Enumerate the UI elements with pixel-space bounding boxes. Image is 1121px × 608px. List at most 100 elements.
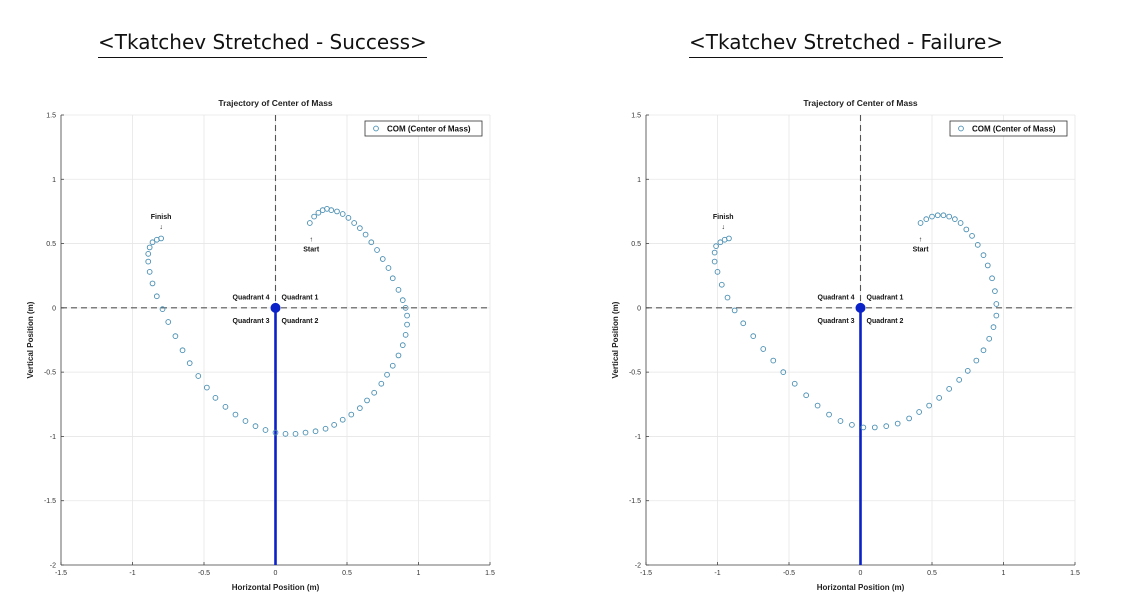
com-point	[849, 422, 855, 428]
y-tick-label: -0.5	[44, 370, 56, 377]
com-point	[940, 212, 947, 219]
com-point	[351, 220, 358, 226]
com-point	[328, 207, 335, 213]
y-tick-label: 1.5	[46, 113, 56, 120]
com-point	[357, 405, 363, 411]
chart-0: -1.5 -1 -0.5 0 0.5 1 1.5-2-1.5-1-0.500.511.5Tr…	[26, 98, 495, 592]
annotation-quadrant-3: Quadrant 3	[233, 318, 270, 325]
com-point	[986, 335, 993, 342]
arrow-down-icon: ↓	[159, 224, 163, 231]
x-axis-label: Horizontal Position (m)	[232, 583, 320, 592]
x-tick-label: 1.5	[485, 570, 495, 577]
y-axis-label: Vertical Position (m)	[26, 301, 35, 378]
com-point	[963, 226, 970, 233]
com-point	[395, 287, 402, 293]
com-point	[242, 418, 249, 424]
com-point	[814, 402, 821, 409]
annotation-quadrant-4: Quadrant 4	[233, 294, 270, 301]
annotation-finish: Finish	[151, 214, 172, 221]
arrow-down-icon: ↓	[721, 224, 725, 231]
annotation-quadrant-2: Quadrant 2	[867, 318, 904, 325]
com-point	[322, 425, 329, 432]
y-tick-label: 1.5	[631, 113, 641, 120]
com-point	[357, 225, 363, 231]
com-point	[252, 423, 259, 429]
com-point	[145, 258, 152, 265]
com-point	[936, 395, 943, 401]
com-point	[399, 342, 406, 348]
com-point	[334, 208, 340, 215]
com-point	[969, 233, 975, 239]
com-point	[395, 352, 402, 359]
com-point	[916, 409, 922, 415]
com-point	[993, 312, 1000, 319]
chart-title: Trajectory of Center of Mass	[803, 98, 918, 108]
com-point	[711, 249, 718, 256]
com-point	[232, 411, 239, 418]
com-point	[984, 262, 991, 269]
com-point	[362, 231, 369, 238]
com-point	[371, 389, 378, 396]
com-point	[791, 380, 798, 387]
com-point	[974, 242, 981, 248]
y-tick-label: 1	[637, 177, 641, 184]
com-point	[980, 252, 987, 258]
com-point	[146, 269, 153, 275]
x-axis-label: Horizontal Position (m)	[817, 583, 905, 592]
com-point	[837, 418, 844, 424]
annotation-quadrant-4: Quadrant 4	[818, 294, 855, 301]
com-point	[292, 431, 299, 437]
com-point	[179, 347, 186, 354]
com-point	[956, 377, 963, 383]
annotation-start: Start	[303, 247, 320, 254]
y-tick-label: 0	[52, 305, 56, 312]
y-tick-label: -2	[50, 563, 56, 570]
com-point	[726, 235, 732, 242]
annotation-quadrant-2: Quadrant 2	[282, 318, 319, 325]
com-point	[718, 281, 725, 288]
com-point	[923, 216, 930, 222]
com-point	[713, 243, 719, 249]
com-point	[311, 213, 317, 220]
com-point	[952, 216, 958, 222]
com-point	[149, 239, 156, 246]
x-tick-label: 0.5	[342, 570, 352, 577]
x-tick-label: -1	[129, 570, 135, 577]
legend-box	[949, 120, 1068, 137]
com-point	[906, 415, 912, 422]
com-point	[222, 404, 229, 410]
com-point	[385, 265, 392, 271]
y-tick-label: -1.5	[629, 498, 641, 505]
com-point	[980, 347, 987, 354]
com-point	[934, 212, 941, 219]
com-point	[989, 275, 995, 282]
com-point	[946, 386, 953, 392]
com-point	[740, 320, 747, 327]
com-point	[402, 332, 409, 338]
com-point	[993, 301, 1000, 307]
x-tick-label: -0.5	[198, 570, 210, 577]
com-point	[399, 297, 406, 303]
annotation-quadrant-1: Quadrant 1	[867, 294, 904, 301]
legend-box	[364, 120, 483, 137]
com-point	[364, 397, 370, 404]
chart-title: Trajectory of Center of Mass	[218, 98, 333, 108]
x-tick-label: -0.5	[783, 570, 795, 577]
x-tick-label: 0.5	[927, 570, 937, 577]
x-tick-label: 1.5	[1070, 570, 1080, 577]
x-tick-label: 0	[274, 570, 278, 577]
com-point	[145, 251, 152, 257]
com-point	[368, 239, 375, 246]
com-point	[165, 319, 172, 325]
arrow-up-icon: ↑	[919, 237, 923, 244]
com-point	[302, 429, 309, 436]
com-point	[926, 402, 932, 409]
com-point	[345, 215, 352, 221]
legend-label: COM (Center of Mass)	[972, 125, 1056, 134]
com-point	[389, 275, 396, 282]
y-tick-label: -1.5	[44, 498, 56, 505]
com-point	[146, 244, 153, 251]
com-point	[306, 220, 313, 226]
annotation-finish: Finish	[713, 214, 734, 221]
